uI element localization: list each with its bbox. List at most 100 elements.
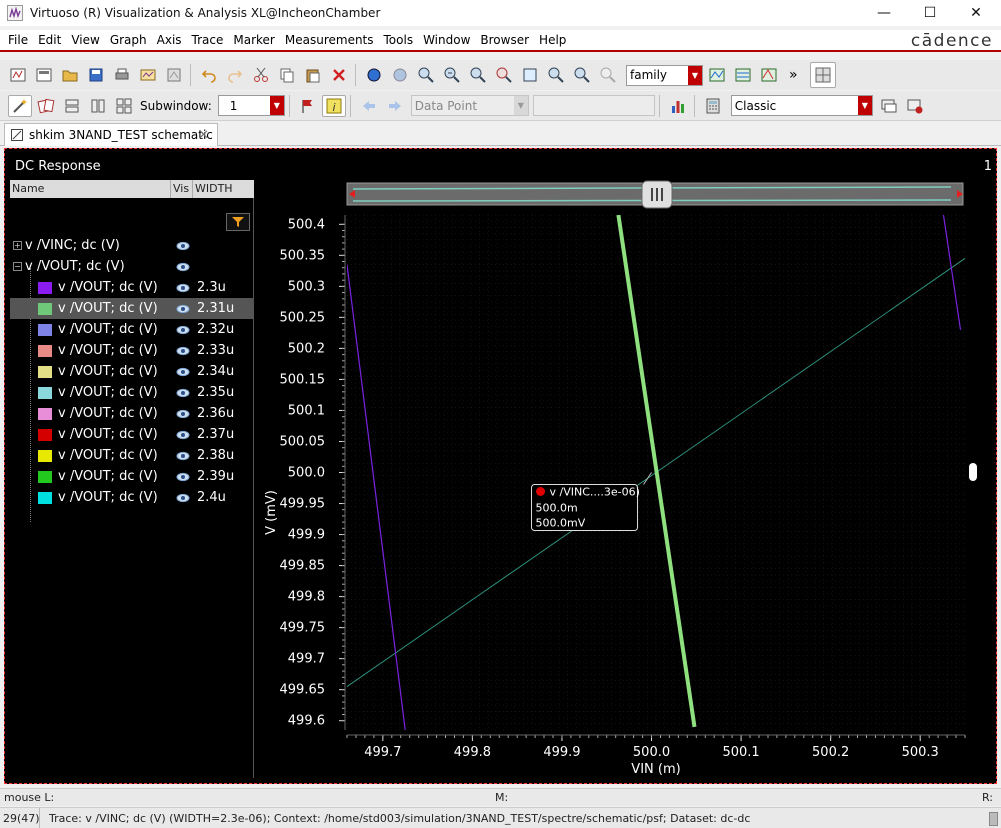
menu-file[interactable]: File [8, 33, 29, 47]
grid-split-icon[interactable] [112, 95, 136, 117]
visibility-eye-icon[interactable] [176, 409, 190, 419]
trace-row[interactable]: v /VOUT; dc (V) 2.39u [10, 466, 254, 487]
zoom-reset-icon[interactable] [596, 64, 620, 86]
column-vis[interactable]: Vis [171, 180, 193, 198]
stack-chart-icon[interactable] [731, 64, 755, 86]
data-point-value-field[interactable] [532, 95, 655, 116]
menu-marker[interactable]: Marker [233, 33, 275, 47]
menu-tools[interactable]: Tools [383, 33, 414, 47]
zoom-trace-icon[interactable] [544, 64, 568, 86]
export-image-icon[interactable] [162, 64, 186, 86]
style-select[interactable]: Classic ▼ [730, 95, 873, 116]
trace-color-swatch[interactable] [38, 407, 52, 420]
trace-color-swatch[interactable] [38, 491, 52, 504]
trace-group-row[interactable]: − v /VOUT; dc (V) [10, 256, 254, 277]
trace-row[interactable]: v /VOUT; dc (V) 2.33u [10, 340, 254, 361]
trace-color-swatch[interactable] [38, 344, 52, 357]
column-name[interactable]: Name [10, 180, 171, 198]
grid-layout-icon[interactable] [809, 62, 836, 88]
zoom-out-icon[interactable] [440, 64, 464, 86]
cut-icon[interactable] [249, 64, 273, 86]
collapse-icon[interactable]: − [13, 262, 22, 271]
delete-icon[interactable] [327, 64, 351, 86]
zoom-in-icon[interactable] [414, 64, 438, 86]
subwindow-select[interactable]: 1 ▼ [217, 95, 285, 116]
trace-group-row[interactable]: + v /VINC; dc (V) [10, 235, 254, 256]
trace-color-swatch[interactable] [38, 428, 52, 441]
trace-color-swatch[interactable] [38, 302, 52, 315]
plot-area[interactable]: 499.7 499.8 499.9 500.0 500.1 500.2 500.3 500.4… [255, 180, 993, 778]
minimize-button[interactable]: — [877, 5, 891, 21]
undo-icon[interactable] [197, 64, 221, 86]
trace-row[interactable]: v /VOUT; dc (V) 2.35u [10, 382, 254, 403]
new-subwindow-icon[interactable] [32, 64, 56, 86]
bar-chart-icon[interactable] [666, 95, 690, 117]
strip-chart-icon[interactable] [705, 64, 729, 86]
horizontal-split-icon[interactable] [60, 95, 84, 117]
column-width[interactable]: WIDTH [195, 182, 233, 195]
cards-icon[interactable] [34, 95, 58, 117]
trace-color-swatch[interactable] [38, 365, 52, 378]
next-point-icon[interactable] [383, 95, 407, 117]
menu-window[interactable]: Window [423, 33, 471, 47]
trace-color-swatch[interactable] [38, 323, 52, 336]
trace-color-swatch[interactable] [38, 386, 52, 399]
menu-axis[interactable]: Axis [156, 33, 182, 47]
zoom-x-icon[interactable] [466, 64, 490, 86]
trace-row[interactable]: v /VOUT; dc (V) 2.37u [10, 424, 254, 445]
zoom-box-icon[interactable] [518, 64, 542, 86]
visibility-eye-icon[interactable] [176, 472, 190, 482]
maximize-button[interactable]: ☐ [923, 5, 937, 21]
menu-help[interactable]: Help [539, 33, 567, 47]
resize-grip[interactable] [989, 812, 998, 826]
trace-color-swatch[interactable] [38, 470, 52, 483]
copy-icon[interactable] [275, 64, 299, 86]
menu-view[interactable]: View [71, 33, 100, 47]
menu-edit[interactable]: Edit [38, 33, 62, 47]
menu-measurements[interactable]: Measurements [284, 33, 374, 47]
visibility-eye-icon[interactable] [176, 430, 190, 440]
trace-row[interactable]: v /VOUT; dc (V) 2.32u [10, 319, 254, 340]
trace-color-swatch[interactable] [38, 281, 52, 294]
tab-close-icon[interactable]: ✕ [198, 127, 209, 143]
family-select[interactable]: family ▼ [626, 64, 703, 86]
zoom-history-icon[interactable] [570, 64, 594, 86]
select-wand-icon[interactable] [8, 94, 32, 117]
visibility-eye-icon[interactable] [176, 367, 190, 377]
visibility-eye-icon[interactable] [176, 262, 190, 272]
tab-schematic[interactable]: shkim 3NAND_TEST schematic ✕ [4, 123, 218, 146]
vertical-scroll-handle[interactable] [969, 463, 977, 481]
open-icon[interactable] [58, 64, 82, 86]
window-list-icon[interactable] [877, 95, 901, 117]
visibility-eye-icon[interactable] [176, 346, 190, 356]
menu-graph[interactable]: Graph [109, 33, 147, 47]
zoom-y-icon[interactable] [492, 64, 516, 86]
visibility-eye-icon[interactable] [176, 493, 190, 503]
data-point-select[interactable]: Data Point ▼ [410, 95, 529, 116]
overlay-chart-icon[interactable] [757, 64, 781, 86]
expand-icon[interactable]: + [13, 241, 22, 250]
trace-row[interactable]: v /VOUT; dc (V) 2.36u [10, 403, 254, 424]
visibility-eye-icon[interactable] [176, 325, 190, 335]
print-icon[interactable] [110, 64, 134, 86]
zoom-fit-icon[interactable] [362, 64, 386, 86]
trace-row[interactable]: v /VOUT; dc (V) 2.38u [10, 445, 254, 466]
redo-icon[interactable] [223, 64, 247, 86]
save-icon[interactable] [84, 64, 108, 86]
visibility-eye-icon[interactable] [176, 283, 190, 293]
toolbar-overflow[interactable]: » [789, 67, 798, 83]
menu-browser[interactable]: Browser [480, 33, 530, 47]
trace-color-swatch[interactable] [38, 449, 52, 462]
trace-row[interactable]: v /VOUT; dc (V) 2.3u [10, 277, 254, 298]
paste-icon[interactable] [301, 64, 325, 86]
calculator-icon[interactable] [701, 95, 725, 117]
menu-trace[interactable]: Trace [191, 33, 224, 47]
close-window-button[interactable]: ✕ [970, 5, 982, 21]
trace-row[interactable]: v /VOUT; dc (V) 2.34u [10, 361, 254, 382]
visibility-eye-icon[interactable] [176, 451, 190, 461]
flag-icon[interactable] [296, 95, 320, 117]
visibility-eye-icon[interactable] [176, 241, 190, 251]
dc-response-chart[interactable]: 499.7 499.8 499.9 500.0 500.1 500.2 500.3 500.4… [255, 180, 993, 778]
previous-point-icon[interactable] [357, 95, 381, 117]
window-close-icon[interactable] [903, 95, 927, 117]
